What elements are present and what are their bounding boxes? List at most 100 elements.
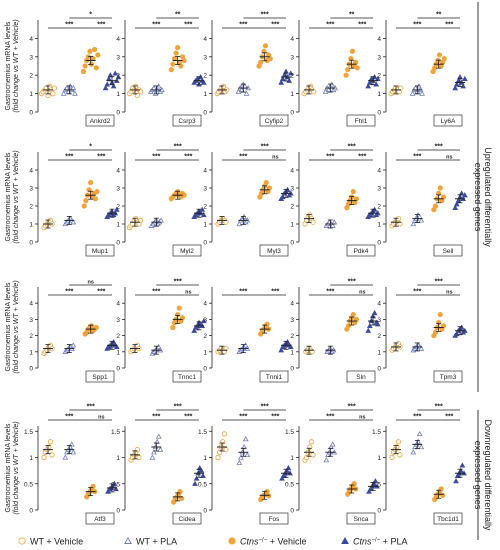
- significance-label: ***: [87, 404, 95, 411]
- gene-label: Myl2: [180, 248, 194, 255]
- y-tick-label: 0: [203, 110, 207, 117]
- significance-label: ***: [174, 279, 182, 286]
- y-tick-label: 3: [377, 317, 381, 324]
- y-tick-label: 1.5: [111, 429, 120, 436]
- y-tick-label: 1: [290, 349, 294, 356]
- data-point: [105, 488, 111, 494]
- y-tick-label: 1: [29, 349, 33, 356]
- data-point: [176, 305, 182, 311]
- y-tick-label: 2: [203, 333, 207, 340]
- data-point: [157, 446, 164, 452]
- y-tick-label: 3: [377, 186, 381, 193]
- data-point: [287, 70, 294, 76]
- legend-label: WT + Vehicle: [30, 537, 83, 547]
- y-tick-label: 3: [377, 54, 381, 61]
- y-tick-label: 2: [29, 73, 33, 80]
- data-point: [138, 217, 144, 223]
- legend: WT + Vehicle WT + PLA Ctns−/− + Vehicle Ctn…: [18, 537, 407, 547]
- data-point: [80, 68, 87, 75]
- gene-label-box: [85, 244, 115, 257]
- significance-label: ***: [435, 404, 443, 411]
- gene-label-box: [433, 512, 463, 525]
- significance-label: ***: [239, 414, 247, 421]
- significance-label: **: [175, 12, 181, 19]
- data-point: [60, 90, 67, 96]
- data-point: [47, 439, 54, 445]
- data-point: [452, 85, 459, 91]
- y-tick-label: 0: [29, 240, 33, 247]
- y-tick-label: 3: [116, 186, 120, 193]
- legend-marker: [228, 537, 236, 545]
- y-tick-label: 3: [290, 317, 294, 324]
- gene-label-box: [259, 370, 289, 383]
- y-tick-label: 1: [116, 222, 120, 229]
- y-tick-label: 2: [116, 73, 120, 80]
- data-point: [191, 327, 198, 333]
- y-tick-label: 0: [203, 366, 207, 373]
- y-tick-label: 0: [290, 240, 294, 247]
- y-tick-label: 0: [290, 508, 294, 515]
- y-tick-label: 2: [29, 333, 33, 340]
- data-point: [452, 204, 459, 210]
- y-tick-label: 1.5: [285, 429, 294, 436]
- data-point: [94, 189, 100, 195]
- data-point: [242, 342, 249, 348]
- y-tick-label: 2: [377, 333, 381, 340]
- y-tick-label: 0: [377, 508, 381, 515]
- panel-tnni1: 0 1 2 3 4 *** *** Tnni1: [203, 287, 294, 383]
- gene-label-box: [85, 370, 115, 383]
- data-point: [112, 70, 119, 76]
- significance-label: ***: [97, 22, 105, 29]
- y-tick-label: 0: [116, 110, 120, 117]
- data-point: [151, 449, 157, 455]
- significance-label: ***: [65, 154, 73, 161]
- y-axis-title-line2: (fold change vs WT + Vehicle): [13, 280, 20, 373]
- data-point: [374, 321, 381, 327]
- significance-label: ns: [446, 155, 452, 161]
- data-point: [236, 459, 243, 465]
- data-point: [175, 44, 181, 51]
- y-tick-label: 2: [29, 204, 33, 211]
- gene-label-box: [346, 370, 376, 383]
- y-tick-label: 0.5: [198, 481, 207, 488]
- y-tick-label: 3: [29, 54, 33, 61]
- data-point: [441, 56, 447, 62]
- y-tick-label: 4: [29, 301, 33, 308]
- gene-label: Tpm3: [440, 374, 457, 381]
- y-tick-label: 4: [203, 301, 207, 308]
- data-point: [70, 219, 77, 225]
- y-tick-label: 4: [29, 168, 33, 175]
- y-tick-label: 0: [377, 110, 381, 117]
- significance-label: ***: [413, 22, 421, 29]
- y-tick-label: 4: [203, 36, 207, 43]
- gene-label: Fos: [269, 516, 281, 523]
- y-axis-title-line2: (fold change vs WT + Vehicle): [13, 150, 20, 243]
- data-point: [349, 48, 356, 54]
- data-point: [155, 433, 162, 439]
- y-tick-label: 1: [377, 349, 381, 356]
- data-point: [286, 77, 293, 83]
- data-point: [242, 436, 249, 442]
- data-point: [323, 457, 330, 463]
- data-point: [366, 488, 372, 494]
- data-point: [409, 90, 416, 96]
- data-point: [461, 75, 468, 82]
- significance-label: ***: [435, 144, 443, 151]
- data-point: [68, 441, 75, 447]
- y-tick-label: 0: [116, 240, 120, 247]
- legend-label: Ctns−/− + PLA: [353, 537, 407, 547]
- data-point: [262, 43, 269, 49]
- significance-label: **: [349, 12, 355, 19]
- significance-label: ***: [326, 154, 334, 161]
- data-point: [410, 449, 417, 455]
- y-tick-label: 4: [29, 36, 33, 43]
- data-point: [365, 83, 372, 89]
- significance-label: ***: [413, 154, 421, 161]
- data-point: [49, 452, 55, 458]
- gene-label: Csrp3: [178, 118, 196, 125]
- gene-label-box: [172, 244, 202, 257]
